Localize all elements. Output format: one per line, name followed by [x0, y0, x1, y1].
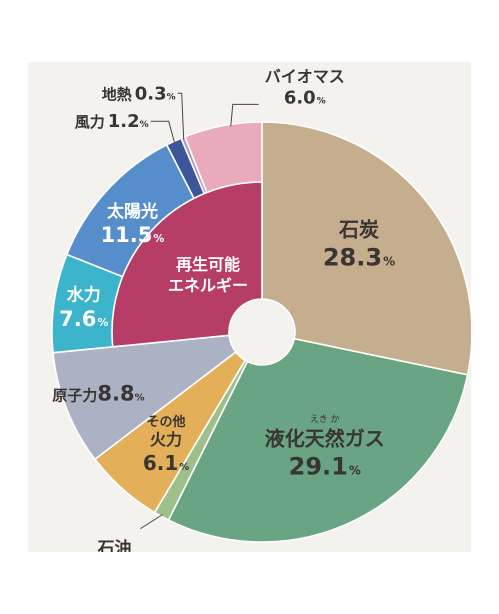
label-other-thermal-line-0: その他 [147, 414, 186, 430]
label-solar-line-0: 太陽光 [107, 201, 158, 222]
label-nuclear-name: 原子力 [52, 386, 97, 404]
label-lng-line-0: えき か [310, 414, 340, 425]
leader-oil [140, 514, 163, 530]
leader-wind [150, 120, 176, 144]
renewable-group-slice [111, 181, 263, 348]
pie-slice-4 [52, 334, 237, 461]
label-nuclear-unit: % [135, 392, 145, 403]
label-other-thermal-line-1: 火力 [150, 430, 182, 449]
label-oil-line-0: 石油 [96, 538, 131, 552]
chart-panel: 石炭 28.3% えき か液化天然ガス 29.1% その他 火力 6.1% 原子力8.8% 水力… [28, 62, 471, 552]
pie-slice-0 [261, 121, 471, 376]
label-lng-line-1: 液化天然ガス [265, 426, 385, 450]
label-wind-unit: % [140, 120, 149, 130]
label-biomass-line-1: 6.0% [284, 87, 326, 108]
label-nuclear-value: 8.8 [97, 381, 134, 405]
pie-slice-1 [167, 337, 469, 543]
label-lng-unit: % [349, 464, 361, 478]
label-wind: 風力 1.2% [75, 111, 149, 132]
label-coal-line-0: 石炭 [338, 217, 379, 241]
label-oil: 石油1.2% [96, 538, 131, 552]
label-hydro-unit: % [97, 316, 108, 329]
label-nuclear: 原子力8.8% [52, 381, 144, 405]
label-solar-unit: % [153, 232, 164, 245]
label-renewable-group-line-1: エネルギー [168, 276, 248, 295]
label-hydro-line-0: 水力 [67, 285, 101, 306]
leader-geothermal [177, 92, 185, 140]
leader-biomass [230, 103, 259, 127]
label-renewable-group-line-0: 再生可能 [176, 255, 240, 274]
label-geothermal-unit: % [167, 92, 176, 102]
label-wind-value: 1.2 [108, 111, 140, 132]
label-other-thermal-unit: % [179, 462, 189, 473]
label-geothermal-value: 0.3 [135, 83, 167, 104]
label-biomass-line-0: バイオマス [265, 67, 345, 86]
label-coal-unit: % [383, 255, 395, 269]
label-biomass-unit: % [317, 96, 326, 106]
label-wind-name: 風力 [75, 113, 105, 131]
label-geothermal: 地熱 0.3% [102, 83, 176, 104]
label-geothermal-name: 地熱 [102, 85, 132, 103]
